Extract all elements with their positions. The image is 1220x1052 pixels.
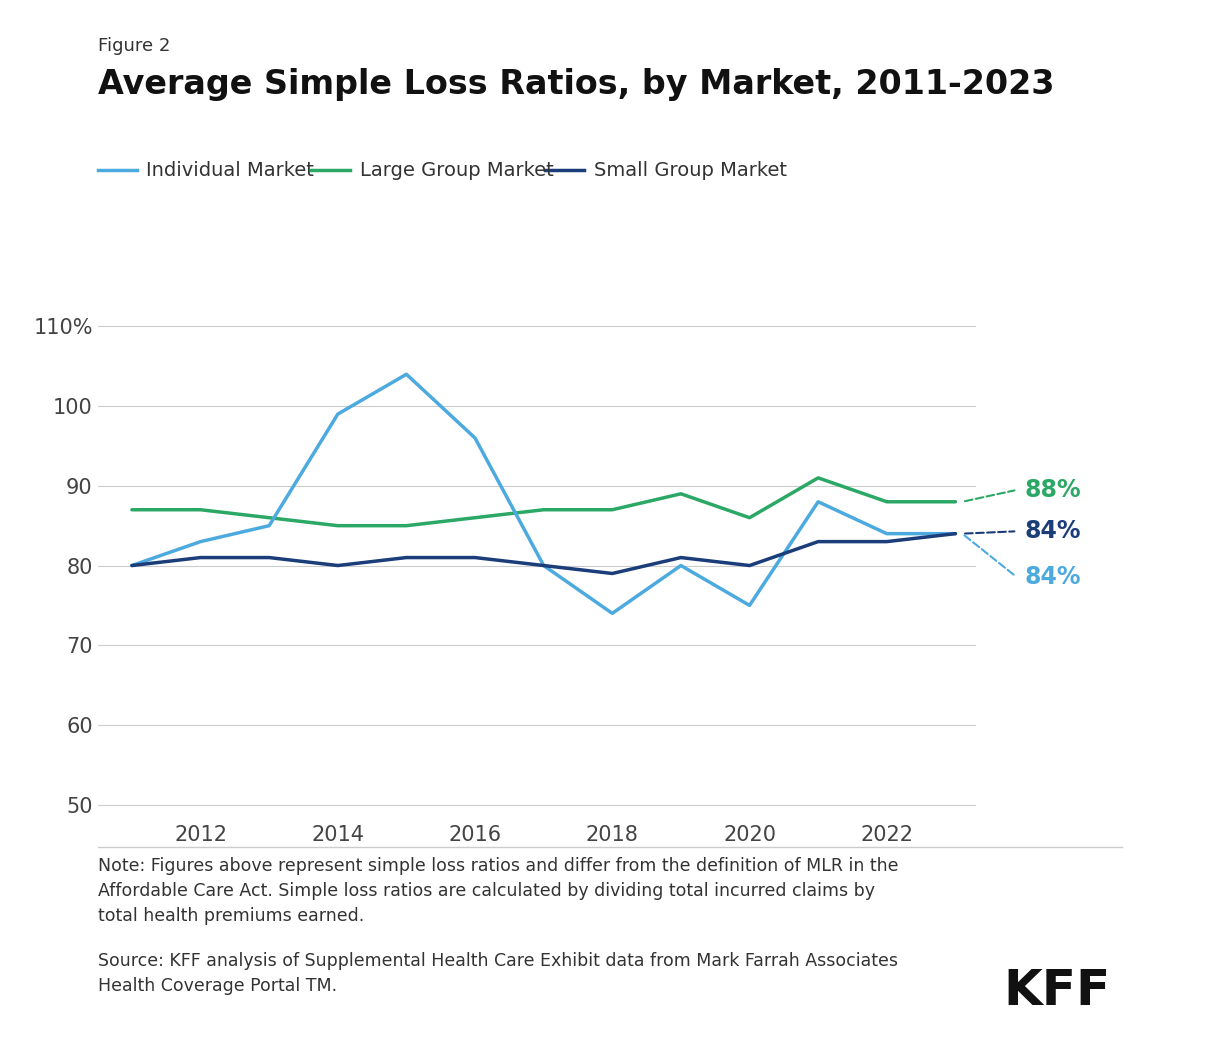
Text: 84%: 84%	[1024, 520, 1081, 543]
Text: Source: KFF analysis of Supplemental Health Care Exhibit data from Mark Farrah A: Source: KFF analysis of Supplemental Hea…	[98, 952, 898, 995]
Text: Large Group Market: Large Group Market	[360, 161, 554, 180]
Text: KFF: KFF	[1003, 967, 1110, 1015]
Text: Individual Market: Individual Market	[146, 161, 315, 180]
Text: Figure 2: Figure 2	[98, 37, 170, 55]
Text: Small Group Market: Small Group Market	[594, 161, 787, 180]
Text: Average Simple Loss Ratios, by Market, 2011-2023: Average Simple Loss Ratios, by Market, 2…	[98, 68, 1054, 101]
Text: Note: Figures above represent simple loss ratios and differ from the definition : Note: Figures above represent simple los…	[98, 857, 898, 926]
Text: 84%: 84%	[1024, 566, 1081, 589]
Text: 88%: 88%	[1024, 478, 1081, 502]
